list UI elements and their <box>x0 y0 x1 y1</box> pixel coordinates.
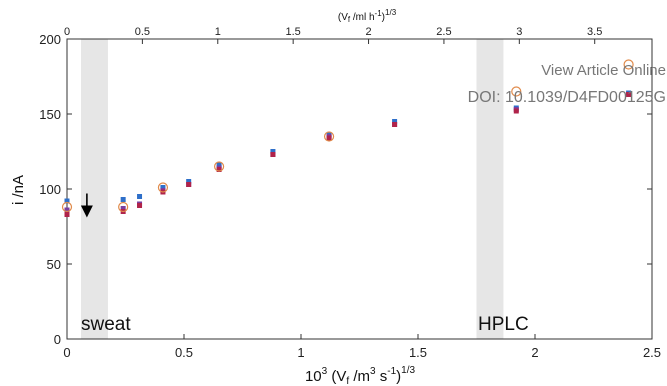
top-tick-label: 2 <box>365 26 371 38</box>
data-point-square-blue <box>160 185 166 190</box>
top-tick-label: 3 <box>516 26 522 38</box>
watermark-line-2: DOI: 10.1039/D4FD00125G <box>468 89 666 106</box>
x-axis-title: 103 (Vf /m3 s-1)1/3 <box>305 365 416 386</box>
x-tick-label: 1.5 <box>409 345 427 360</box>
data-point-square-crimson <box>137 203 143 208</box>
region-band-sweat <box>81 39 108 339</box>
data-point-square-purple <box>64 207 70 213</box>
data-point-square-blue <box>64 198 70 204</box>
data-point-square-blue <box>186 179 192 184</box>
x-tick-label: 1 <box>297 345 304 360</box>
region-label-hplc: HPLC <box>478 314 529 335</box>
x-tick-label: 2.5 <box>643 345 661 360</box>
y-tick-label: 50 <box>47 257 61 272</box>
top-tick-label: 1 <box>215 26 221 38</box>
data-point-square-blue <box>392 119 398 124</box>
top-axis-title: (Vf /ml h-1)1/3 <box>338 8 397 24</box>
top-tick-label: 1.5 <box>286 26 301 38</box>
y-tick-label: 200 <box>39 32 61 47</box>
shaded-regions <box>81 39 504 339</box>
data-point-square-crimson <box>186 182 192 187</box>
y-tick-label: 100 <box>39 182 61 197</box>
data-point-square-crimson <box>513 108 519 114</box>
data-point-square-blue <box>216 162 222 168</box>
data-point-ring <box>623 59 634 70</box>
annotation <box>80 193 93 218</box>
data-point-ring <box>511 86 522 97</box>
data-point-square-crimson <box>626 92 632 97</box>
data-point-ring <box>61 201 73 213</box>
data-point-square-blue <box>270 149 276 154</box>
region-band-hplc <box>476 39 504 339</box>
data-point-ring <box>214 161 225 172</box>
x-tick-label: 0 <box>63 345 70 360</box>
data-point-square-crimson <box>64 212 70 217</box>
data-point-ring <box>157 182 169 193</box>
data-point-square-crimson <box>326 135 332 141</box>
watermark-line-1: View Article Online <box>541 62 666 79</box>
data-point-square-blue <box>120 197 126 202</box>
data-point-ring <box>323 131 335 142</box>
region-label-sweat: sweat <box>81 314 131 335</box>
y-tick-label: 150 <box>39 107 61 122</box>
down-arrow-head <box>80 205 93 218</box>
data-points <box>61 59 634 217</box>
y-axis-title: i /nA <box>10 175 27 205</box>
data-point-ring <box>118 201 129 213</box>
data-point-square-crimson <box>270 152 276 157</box>
top-tick-label: 0 <box>64 26 70 38</box>
x-tick-label: 2 <box>531 345 538 360</box>
data-point-square-crimson <box>392 122 398 127</box>
top-tick-label: 2.5 <box>436 26 451 38</box>
data-point-square-purple <box>120 206 126 211</box>
top-tick-label: 3.5 <box>587 26 602 38</box>
x-tick-label: 0.5 <box>175 345 193 360</box>
data-point-square-crimson <box>216 167 222 172</box>
y-tick-label: 0 <box>54 332 61 347</box>
top-tick-label: 0.5 <box>135 26 150 38</box>
data-point-square-blue <box>137 194 143 199</box>
